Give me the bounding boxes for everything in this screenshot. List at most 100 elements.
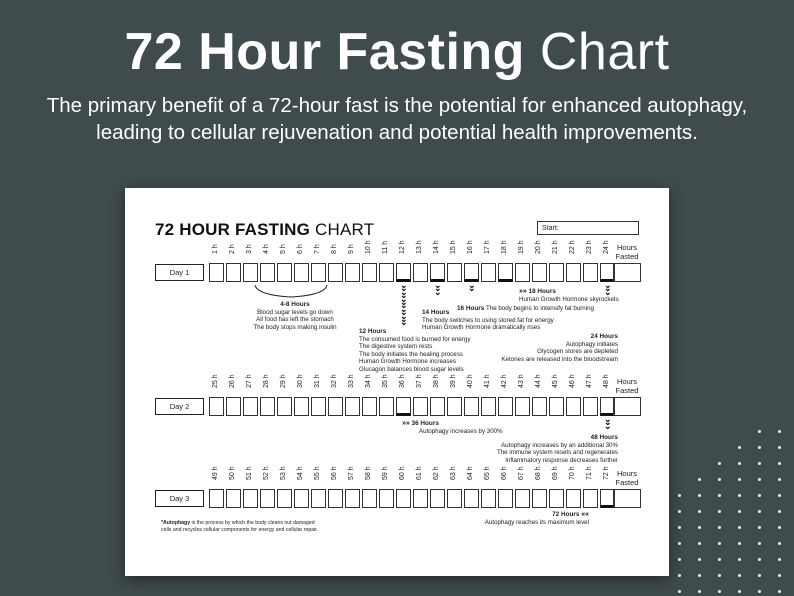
hour-checkbox[interactable] [294, 489, 309, 508]
hour-checkbox[interactable] [379, 489, 394, 508]
hour-checkbox[interactable] [277, 489, 292, 508]
hour-checkbox[interactable] [532, 263, 547, 282]
hour-checkbox[interactable] [396, 489, 411, 508]
hour-checkbox[interactable] [260, 397, 275, 416]
hour-checkbox[interactable] [583, 397, 598, 416]
hour-checkbox[interactable] [311, 397, 326, 416]
start-field[interactable]: Start: [537, 221, 639, 235]
hour-checkbox[interactable] [209, 397, 224, 416]
hour-checkbox[interactable] [362, 263, 377, 282]
hour-label: 46 h [569, 374, 576, 388]
note-line: The consumed food is burned for energy [359, 335, 471, 343]
note-16-hours: 16 Hours The body begins to intensify fa… [457, 305, 594, 313]
hours-fasted-box[interactable] [613, 263, 641, 282]
hour-checkbox[interactable] [515, 489, 530, 508]
decorative-dot [718, 462, 721, 465]
hour-checkbox[interactable] [226, 397, 241, 416]
decorative-dot [678, 590, 681, 593]
hour-checkbox[interactable] [209, 489, 224, 508]
chart-title-light: CHART [315, 220, 375, 239]
hour-checkbox[interactable] [226, 489, 241, 508]
decorative-dot [698, 494, 701, 497]
hour-checkbox[interactable] [413, 397, 428, 416]
hour-checkbox[interactable] [464, 263, 479, 282]
note-line: Human Growth Hormone increases [359, 358, 456, 366]
hour-checkbox[interactable] [379, 397, 394, 416]
hour-checkbox[interactable] [515, 397, 530, 416]
hour-checkbox[interactable] [549, 397, 564, 416]
hour-checkbox[interactable] [243, 397, 258, 416]
hour-label: 20 h [535, 240, 542, 254]
hour-checkbox[interactable] [532, 489, 547, 508]
hour-checkbox[interactable] [396, 397, 411, 416]
hour-label: 39 h [450, 374, 457, 388]
hour-checkbox[interactable] [379, 263, 394, 282]
hour-checkbox[interactable] [243, 263, 258, 282]
hour-checkbox[interactable] [600, 489, 615, 508]
hour-checkbox[interactable] [447, 397, 462, 416]
hour-checkbox[interactable] [345, 397, 360, 416]
hour-checkbox[interactable] [277, 263, 292, 282]
hour-checkbox[interactable] [226, 263, 241, 282]
hour-checkbox[interactable] [430, 263, 445, 282]
hour-label: 69 h [552, 466, 559, 480]
hour-checkbox[interactable] [600, 263, 615, 282]
hour-checkbox[interactable] [413, 489, 428, 508]
decorative-dot [678, 574, 681, 577]
hour-checkbox[interactable] [447, 489, 462, 508]
hour-checkbox[interactable] [345, 489, 360, 508]
hour-checkbox[interactable] [430, 397, 445, 416]
hour-checkbox[interactable] [566, 397, 581, 416]
hour-checkbox[interactable] [311, 489, 326, 508]
note-12-title: 12 Hours [359, 328, 387, 335]
hour-checkbox[interactable] [328, 489, 343, 508]
hour-checkbox[interactable] [294, 397, 309, 416]
hour-label: 26 h [229, 374, 236, 388]
hour-checkbox[interactable] [209, 263, 224, 282]
subheadline: The primary benefit of a 72-hour fast is… [46, 94, 748, 144]
hour-checkbox[interactable] [549, 489, 564, 508]
hour-checkbox[interactable] [566, 263, 581, 282]
hour-checkbox[interactable] [498, 263, 513, 282]
hour-checkbox[interactable] [260, 489, 275, 508]
decorative-dot [738, 494, 741, 497]
hour-checkbox[interactable] [464, 397, 479, 416]
hours-fasted-label: Hours Fasted [609, 243, 645, 261]
hour-checkbox[interactable] [447, 263, 462, 282]
hour-checkbox[interactable] [481, 489, 496, 508]
hour-checkbox[interactable] [566, 489, 581, 508]
hours-fasted-box[interactable] [613, 489, 641, 508]
hour-label: 30 h [297, 374, 304, 388]
note-line: Autophagy increases by 300% [419, 427, 503, 435]
hour-checkbox[interactable] [362, 489, 377, 508]
hour-checkbox[interactable] [583, 489, 598, 508]
decorative-dot [758, 558, 761, 561]
hours-fasted-box[interactable] [613, 397, 641, 416]
hour-checkbox[interactable] [583, 263, 598, 282]
decorative-dot [738, 558, 741, 561]
hour-checkbox[interactable] [345, 263, 360, 282]
hour-checkbox[interactable] [600, 397, 615, 416]
hour-checkbox[interactable] [430, 489, 445, 508]
hour-checkbox[interactable] [481, 397, 496, 416]
hour-checkbox[interactable] [515, 263, 530, 282]
hour-checkbox[interactable] [328, 263, 343, 282]
note-18-title: 18 Hours [528, 288, 556, 295]
hour-checkbox[interactable] [413, 263, 428, 282]
hour-label: 45 h [552, 374, 559, 388]
hour-checkbox[interactable] [328, 397, 343, 416]
hour-checkbox[interactable] [532, 397, 547, 416]
hour-checkbox[interactable] [464, 489, 479, 508]
hour-checkbox[interactable] [549, 263, 564, 282]
hour-checkbox[interactable] [396, 263, 411, 282]
hour-checkbox[interactable] [260, 263, 275, 282]
hour-checkbox[interactable] [362, 397, 377, 416]
hour-checkbox[interactable] [294, 263, 309, 282]
hour-checkbox[interactable] [481, 263, 496, 282]
hour-checkbox[interactable] [243, 489, 258, 508]
decorative-dot [778, 462, 781, 465]
hour-checkbox[interactable] [311, 263, 326, 282]
hour-checkbox[interactable] [498, 397, 513, 416]
hour-checkbox[interactable] [277, 397, 292, 416]
hour-checkbox[interactable] [498, 489, 513, 508]
